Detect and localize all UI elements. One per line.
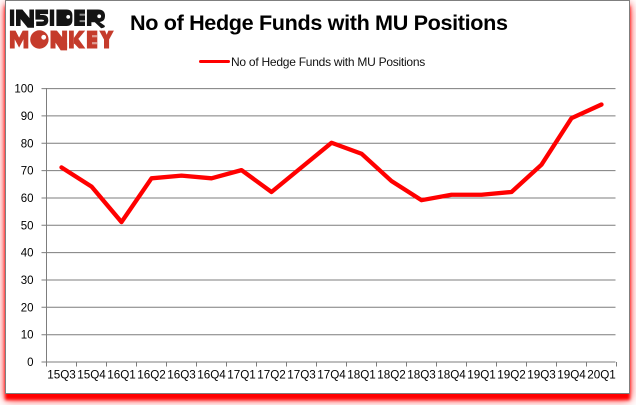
svg-text:18Q3: 18Q3 bbox=[407, 369, 436, 382]
svg-text:20: 20 bbox=[21, 302, 34, 314]
svg-text:16Q1: 16Q1 bbox=[107, 369, 136, 382]
svg-text:19Q4: 19Q4 bbox=[557, 369, 586, 382]
svg-text:0: 0 bbox=[27, 357, 33, 369]
svg-text:100: 100 bbox=[14, 84, 33, 96]
svg-text:80: 80 bbox=[21, 138, 34, 150]
svg-text:17Q1: 17Q1 bbox=[227, 369, 256, 382]
svg-text:18Q2: 18Q2 bbox=[377, 369, 406, 382]
svg-text:16Q3: 16Q3 bbox=[167, 369, 196, 382]
svg-text:16Q4: 16Q4 bbox=[197, 369, 226, 382]
svg-text:50: 50 bbox=[21, 220, 34, 232]
svg-text:15Q3: 15Q3 bbox=[47, 369, 76, 382]
svg-text:16Q2: 16Q2 bbox=[137, 369, 166, 382]
svg-text:10: 10 bbox=[21, 330, 34, 342]
svg-text:70: 70 bbox=[21, 166, 34, 178]
svg-text:17Q3: 17Q3 bbox=[287, 369, 316, 382]
svg-text:18Q4: 18Q4 bbox=[437, 369, 466, 382]
svg-text:18Q1: 18Q1 bbox=[347, 369, 376, 382]
svg-text:19Q1: 19Q1 bbox=[467, 369, 496, 382]
svg-text:17Q2: 17Q2 bbox=[257, 369, 286, 382]
svg-text:19Q2: 19Q2 bbox=[497, 369, 526, 382]
svg-text:30: 30 bbox=[21, 275, 34, 287]
svg-text:20Q1: 20Q1 bbox=[587, 369, 616, 382]
svg-text:19Q3: 19Q3 bbox=[527, 369, 556, 382]
svg-text:60: 60 bbox=[21, 193, 34, 205]
svg-text:40: 40 bbox=[21, 248, 34, 260]
svg-text:15Q4: 15Q4 bbox=[77, 369, 106, 382]
svg-text:17Q4: 17Q4 bbox=[317, 369, 346, 382]
svg-text:90: 90 bbox=[21, 111, 34, 123]
